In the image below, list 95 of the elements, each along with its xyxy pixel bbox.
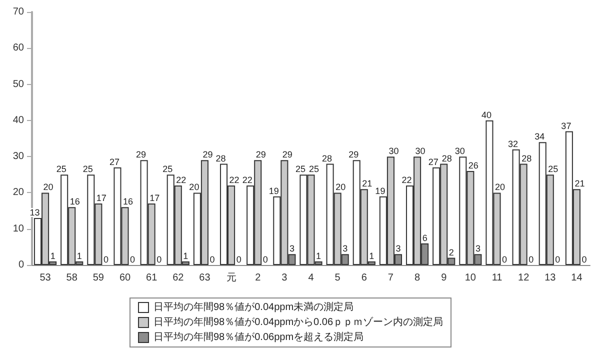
legend-label: 日平均の年間98％値が0.06ppmを超える測定局 — [154, 331, 364, 343]
data-label: 34 — [534, 132, 545, 142]
data-label: 27 — [428, 156, 438, 167]
data-label: 20 — [189, 182, 200, 192]
data-label: 1 — [316, 250, 322, 261]
data-label: 16 — [70, 196, 80, 207]
x-tick-label: 59 — [92, 272, 104, 284]
x-tick-label: 12 — [518, 272, 530, 284]
data-label: 19 — [268, 186, 279, 196]
data-label: 30 — [388, 146, 399, 156]
y-tick-label: 40 — [12, 114, 24, 126]
data-label: 6 — [422, 232, 428, 243]
data-label: 22 — [402, 174, 412, 185]
data-label: 1 — [369, 250, 374, 261]
data-label: 20 — [336, 182, 346, 192]
y-tick-label: 30 — [12, 151, 24, 162]
data-label: 29 — [136, 150, 146, 160]
data-label: 32 — [508, 138, 518, 149]
data-label: 3 — [342, 244, 348, 254]
x-tick-label: 62 — [172, 272, 184, 284]
data-label: 25 — [162, 164, 173, 174]
x-tick-label: 5 — [334, 272, 341, 284]
data-label: 1 — [76, 250, 82, 261]
data-label: 25 — [56, 164, 66, 174]
data-label: 17 — [150, 193, 160, 204]
data-label: 3 — [289, 244, 294, 254]
data-label: 20 — [494, 182, 506, 192]
data-label: 0 — [103, 254, 108, 264]
x-tick-label: 14 — [571, 272, 583, 284]
data-label: 0 — [156, 254, 162, 264]
data-label: 28 — [522, 153, 532, 164]
data-label: 25 — [548, 164, 558, 174]
data-label: 0 — [582, 254, 587, 264]
legend-label: 日平均の年間98％値が0.04ppm未満の測定局 — [154, 301, 354, 313]
data-label: 28 — [322, 153, 332, 164]
data-label: 16 — [122, 196, 134, 207]
x-tick-label: 10 — [464, 272, 476, 284]
data-label: 22 — [229, 174, 240, 185]
x-tick-label: 2 — [255, 272, 262, 284]
y-tick-label: 70 — [12, 6, 24, 18]
data-label: 29 — [348, 150, 359, 160]
data-label: 0 — [210, 254, 215, 264]
data-label: 3 — [396, 244, 401, 254]
data-label: 3 — [475, 244, 480, 254]
x-tick-label: 11 — [492, 272, 503, 284]
data-label: 22 — [242, 174, 252, 185]
x-tick-label: 元 — [226, 272, 236, 284]
data-label: 0 — [262, 254, 268, 264]
data-label: 13 — [30, 208, 40, 218]
x-tick-label: 9 — [441, 272, 448, 284]
legend-label: 日平均の年間98％値が0.04ppmから0.06ｐｐｍゾーン内の測定局 — [154, 316, 444, 328]
data-label: 0 — [528, 254, 534, 264]
y-tick-label: 10 — [12, 223, 24, 234]
x-tick-label: 7 — [388, 272, 394, 284]
data-label: 0 — [236, 254, 242, 264]
data-label: 37 — [561, 120, 572, 131]
x-tick-label: 6 — [361, 272, 368, 284]
data-label: 28 — [216, 153, 226, 164]
x-tick-label: 3 — [282, 272, 288, 284]
data-label: 0 — [555, 254, 560, 264]
x-tick-label: 58 — [66, 272, 78, 284]
data-label: 0 — [130, 254, 136, 264]
data-label: 26 — [468, 160, 478, 171]
y-tick-label: 20 — [12, 187, 24, 198]
x-tick-label: 60 — [119, 272, 131, 284]
x-tick-label: 63 — [199, 272, 211, 284]
data-label: 27 — [109, 156, 120, 167]
data-label: 0 — [502, 254, 508, 264]
data-label: 2 — [448, 247, 454, 258]
data-label: 29 — [282, 150, 292, 160]
y-tick-label: 0 — [18, 260, 24, 270]
data-label: 29 — [202, 150, 213, 160]
data-label: 21 — [362, 178, 372, 189]
data-label: 30 — [415, 146, 426, 156]
x-tick-label: 4 — [308, 272, 314, 284]
y-tick-label: 60 — [12, 42, 24, 54]
data-label: 21 — [574, 178, 585, 189]
data-label: 1 — [183, 250, 188, 261]
data-label: 29 — [256, 150, 266, 160]
x-tick-label: 53 — [40, 272, 52, 284]
data-label: 30 — [454, 146, 465, 156]
data-label: 28 — [442, 153, 452, 164]
data-label: 20 — [43, 182, 54, 192]
x-tick-label: 13 — [544, 272, 556, 284]
data-label: 25 — [82, 164, 93, 174]
x-tick-label: 61 — [146, 272, 158, 284]
data-label: 19 — [375, 186, 386, 196]
x-tick-label: 8 — [414, 272, 421, 284]
data-label: 22 — [176, 174, 186, 185]
data-label: 25 — [308, 164, 320, 174]
data-label: 25 — [295, 164, 306, 174]
data-label: 1 — [50, 250, 56, 261]
y-tick-label: 50 — [12, 78, 24, 90]
data-label: 40 — [481, 110, 492, 120]
data-label: 17 — [96, 193, 106, 204]
